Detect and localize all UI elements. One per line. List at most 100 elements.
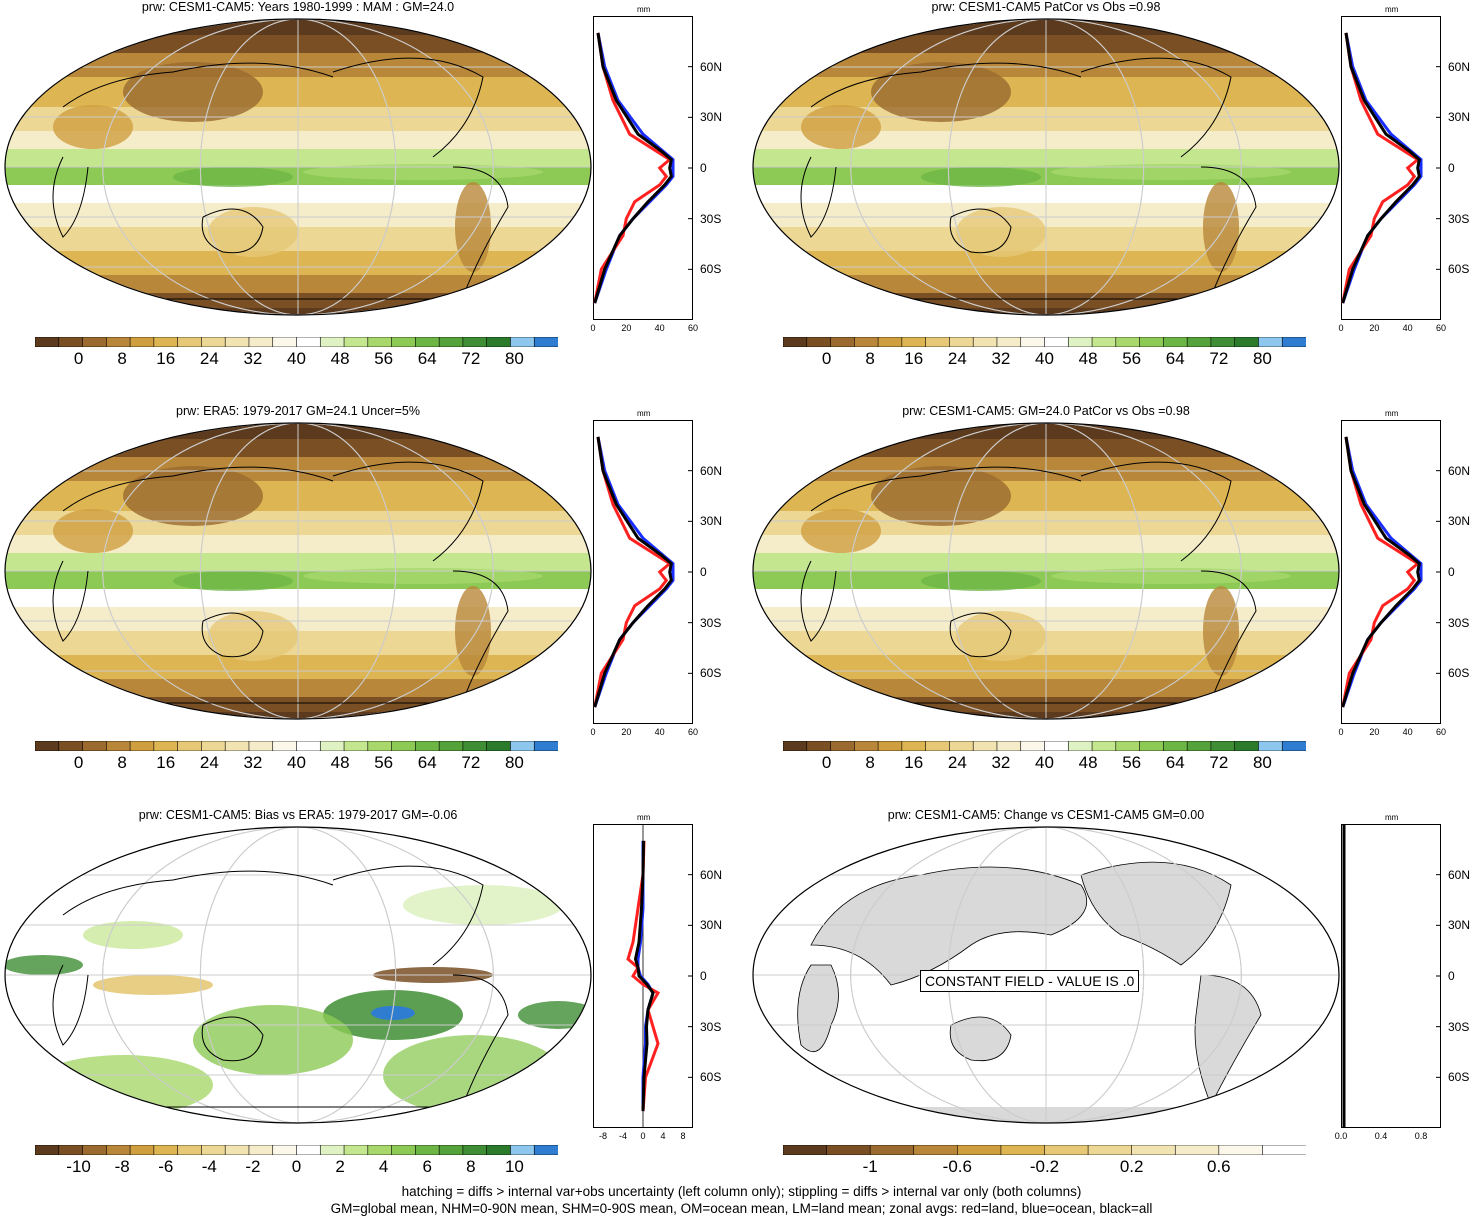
colorbar-swatch bbox=[1020, 337, 1046, 347]
colorbar-tick-label: 48 bbox=[1078, 753, 1098, 772]
colorbar-swatch bbox=[1131, 1145, 1177, 1155]
zonal-mean-plot bbox=[593, 824, 693, 1128]
colorbar-swatch bbox=[957, 1145, 1002, 1155]
panel-p2: prw: CESM1-CAM5 PatCor vs Obs =0.98 0 8 16 2… bbox=[748, 0, 1483, 400]
colorbar-swatch bbox=[510, 1145, 536, 1155]
colorbar-swatch bbox=[248, 1145, 274, 1155]
colorbar-swatch bbox=[972, 337, 998, 347]
colorbar-swatch bbox=[343, 337, 369, 347]
colorbar-tick-label: 0 bbox=[291, 1157, 302, 1176]
zonal-unit-label: mm bbox=[637, 409, 651, 418]
colorbar-swatch bbox=[319, 1145, 345, 1155]
zonal-x-tick-label: 0 bbox=[590, 727, 596, 737]
map-field bbox=[5, 423, 591, 719]
colorbar-tick-label: 64 bbox=[1165, 349, 1185, 368]
zonal-x-tick-label: 8 bbox=[680, 1131, 686, 1141]
zonal-unit-label: mm bbox=[1385, 813, 1399, 822]
colorbar-tick-label: 40 bbox=[287, 753, 306, 772]
zonal-series-land bbox=[626, 840, 661, 1112]
colorbar-swatch bbox=[486, 741, 512, 751]
colorbar-tick-label: 40 bbox=[1035, 753, 1054, 772]
colorbar-swatch bbox=[949, 337, 974, 347]
zonal-series-all bbox=[593, 436, 673, 708]
zonal-x-tick-label: 0.8 bbox=[1414, 1131, 1428, 1141]
colorbar-tick-label: -8 bbox=[114, 1157, 130, 1176]
footer-line-1: hatching = diffs > internal var+obs unce… bbox=[401, 1184, 1082, 1199]
colorbar-tick-label: 32 bbox=[243, 753, 263, 772]
map-field bbox=[753, 19, 1339, 315]
zonal-unit-label: mm bbox=[1385, 409, 1399, 418]
colorbar-swatch bbox=[367, 1145, 393, 1155]
colorbar-swatch bbox=[248, 337, 274, 347]
zonal-lat-label: 60S bbox=[700, 1070, 722, 1085]
zonal-x-tick-label: 40 bbox=[654, 323, 665, 333]
map bbox=[4, 422, 592, 720]
colorbar-swatch bbox=[272, 337, 298, 347]
colorbar-swatch bbox=[1020, 741, 1046, 751]
colorbar-swatch bbox=[391, 1145, 417, 1155]
colorbar-tick-label: -4 bbox=[201, 1157, 217, 1176]
colorbar-tick-label: 8 bbox=[865, 753, 875, 772]
colorbar-tick-label: 24 bbox=[947, 753, 967, 772]
colorbar-swatch bbox=[272, 1145, 298, 1155]
colorbar-swatch bbox=[1091, 337, 1117, 347]
colorbar-swatch bbox=[1210, 337, 1236, 347]
colorbar-swatch bbox=[153, 337, 179, 347]
zonal-mean-plot bbox=[593, 16, 693, 320]
colorbar-tick-label: 32 bbox=[991, 753, 1011, 772]
zonal-x-tick-label: 0 bbox=[590, 323, 596, 333]
colorbar-swatch bbox=[1044, 741, 1070, 751]
map bbox=[4, 18, 592, 316]
colorbar-swatch bbox=[925, 337, 951, 347]
zonal-series-all bbox=[1341, 436, 1421, 708]
colorbar-swatch bbox=[58, 1145, 84, 1155]
colorbar-swatch bbox=[996, 337, 1022, 347]
colorbar-tick-label: 32 bbox=[243, 349, 263, 368]
panel-p6: prw: CESM1-CAM5: Change vs CESM1-CAM5 GM… bbox=[748, 808, 1483, 1208]
colorbar-swatch bbox=[901, 337, 927, 347]
zonal-mean-plot bbox=[593, 420, 693, 724]
zonal-lat-label: 0 bbox=[1448, 969, 1455, 983]
colorbar-swatch bbox=[1115, 741, 1141, 751]
colorbar-swatch bbox=[58, 337, 84, 347]
zonal-lat-label: 60N bbox=[1448, 463, 1471, 478]
colorbar-tick-label: 16 bbox=[904, 753, 924, 772]
colorbar-tick-label: 8 bbox=[865, 349, 875, 368]
zonal-lat-label: 60N bbox=[1448, 867, 1471, 882]
zonal-x-tick-label: 0 bbox=[1338, 323, 1344, 333]
colorbar-tick-label: 72 bbox=[1209, 753, 1229, 772]
colorbar-tick-label: 48 bbox=[330, 349, 350, 368]
colorbar-tick-label: -2 bbox=[245, 1157, 261, 1176]
colorbar-tick-label: 64 bbox=[417, 349, 437, 368]
zonal-x-tick-label: 40 bbox=[1402, 323, 1413, 333]
colorbar-tick-label: -10 bbox=[66, 1157, 91, 1176]
colorbar-swatch bbox=[913, 1145, 959, 1155]
colorbar-swatch bbox=[869, 1145, 915, 1155]
colorbar-swatch bbox=[296, 337, 322, 347]
colorbar-swatch bbox=[1174, 1145, 1220, 1155]
panel-title: prw: CESM1-CAM5 PatCor vs Obs =0.98 bbox=[931, 0, 1161, 14]
colorbar-swatch bbox=[1210, 741, 1236, 751]
zonal-x-tick-label: -4 bbox=[618, 1131, 627, 1141]
zonal-lat-label: 0 bbox=[700, 565, 707, 579]
constant-field-label: CONSTANT FIELD - VALUE IS .0 bbox=[920, 970, 1140, 992]
colorbar-swatch bbox=[438, 741, 464, 751]
zonal-lat-label: 30S bbox=[700, 211, 722, 226]
colorbar-swatch bbox=[1067, 337, 1093, 347]
zonal-lat-label: 30N bbox=[1448, 110, 1471, 125]
panel-p6-colorbar bbox=[783, 1145, 1306, 1155]
colorbar-swatch bbox=[783, 337, 808, 347]
colorbar-swatch bbox=[510, 741, 536, 751]
colorbar-swatch bbox=[1258, 337, 1284, 347]
colorbar-swatch bbox=[248, 741, 274, 751]
zonal-x-tick-label: 40 bbox=[654, 727, 665, 737]
colorbar-swatch bbox=[367, 741, 393, 751]
colorbar-tick-label: 0 bbox=[73, 753, 84, 772]
colorbar-swatch bbox=[1115, 337, 1141, 347]
colorbar-swatch bbox=[925, 741, 951, 751]
colorbar-swatch bbox=[224, 337, 250, 347]
panel-p3-colorbar bbox=[35, 741, 558, 751]
panel-title: prw: CESM1-CAM5: Change vs CESM1-CAM5 GM… bbox=[887, 808, 1205, 822]
colorbar-tick-label: 0.2 bbox=[1119, 1157, 1144, 1176]
zonal-lat-label: 30S bbox=[700, 1019, 722, 1034]
